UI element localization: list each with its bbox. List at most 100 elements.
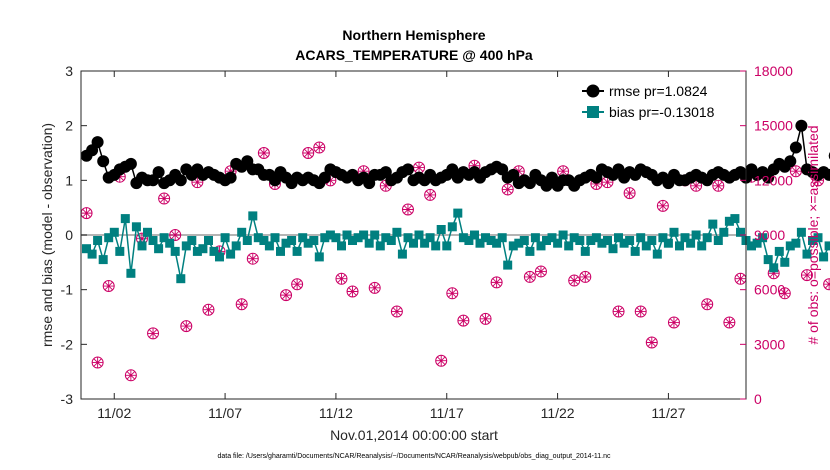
obs-assimilated-marker [435, 355, 447, 367]
bias-point [143, 227, 152, 237]
obs-assimilated-marker [258, 147, 270, 159]
obs-assimilated-marker [335, 273, 347, 285]
obs-point [501, 183, 514, 196]
bias-point [719, 227, 729, 237]
y-left-tick-label: -1 [61, 282, 74, 298]
obs-assimilated-marker [169, 229, 181, 241]
bias-point [508, 241, 518, 251]
obs-assimilated-marker [103, 280, 115, 292]
y-left-tick-label: 1 [65, 172, 73, 188]
obs-assimilated-marker [513, 165, 525, 177]
bias-point [658, 233, 668, 243]
obs-point [457, 314, 470, 327]
obs-point [413, 161, 426, 174]
obs-assimilated-marker [590, 178, 602, 190]
bias-point [597, 238, 607, 248]
obs-point [291, 278, 304, 291]
y-left-axis-ticks: 3 2 1 0 -1 -2 -3 [61, 63, 87, 407]
bias-point [813, 233, 823, 243]
rmse-point [795, 119, 808, 132]
obs-point [235, 298, 248, 311]
bias-point [447, 222, 457, 232]
y-right-tick-label: 15000 [754, 118, 793, 134]
obs-point [202, 303, 215, 316]
bias-point [403, 233, 413, 243]
obs-point [424, 188, 437, 201]
obs-assimilated-marker [657, 200, 669, 212]
bias-point [364, 238, 374, 248]
bias-point [619, 238, 629, 248]
legend-bias-marker [587, 106, 599, 118]
obs-assimilated-marker [502, 183, 514, 195]
obs-assimilated-marker [358, 165, 370, 177]
bias-point [270, 233, 280, 243]
bias-point [625, 236, 635, 245]
rmse-point [823, 168, 830, 181]
obs-point [158, 192, 171, 205]
obs-assimilated-marker [291, 278, 303, 290]
bias-point [109, 227, 119, 237]
bias-point [192, 246, 202, 256]
y-left-axis-label: rmse and bias (model - observation) [39, 123, 55, 347]
bias-point [686, 238, 696, 248]
obs-point [534, 265, 547, 278]
bias-point [453, 208, 463, 218]
bias-point [780, 257, 790, 267]
bias-point [337, 241, 346, 251]
bias-point [425, 233, 435, 243]
bias-point [87, 249, 97, 259]
bias-point [325, 230, 335, 240]
bias-point [131, 222, 141, 232]
bias-point [281, 238, 291, 248]
chart-title-line1: Northern Hemisphere [342, 27, 485, 43]
bias-point [724, 216, 734, 226]
obs-assimilated-marker [369, 282, 381, 294]
bias-point [675, 241, 684, 251]
y-right-tick-label: 0 [754, 391, 762, 407]
bias-point [253, 233, 263, 243]
obs-assimilated-marker [801, 269, 813, 281]
obs-assimilated-marker [568, 275, 580, 287]
bias-point [209, 246, 219, 256]
obs-assimilated-marker [480, 313, 492, 325]
obs-point [335, 272, 348, 285]
obs-point [313, 141, 326, 154]
bias-point [547, 233, 557, 243]
obs-point [91, 356, 104, 369]
bias-point [215, 252, 224, 262]
obs-assimilated-marker [214, 245, 226, 257]
bias-point [386, 236, 396, 245]
rmse-point [784, 155, 797, 168]
y-right-tick-label: 12000 [754, 172, 793, 188]
bias-point [320, 233, 330, 243]
obs-assimilated-marker [446, 287, 458, 299]
legend: rmse pr=1.0824 bias pr=-0.13018 [582, 83, 715, 120]
x-axis-label: Nov.01,2014 00:00:00 start [330, 427, 498, 443]
obs-point [302, 147, 315, 159]
bias-point [796, 227, 806, 237]
bias-point [442, 241, 452, 251]
bias-point [120, 214, 130, 224]
bias-point [636, 233, 646, 243]
rmse-series-group [80, 119, 830, 192]
obs-point [80, 207, 93, 220]
obs-assimilated-marker [380, 180, 392, 192]
bias-point [569, 233, 579, 243]
bias-point [791, 238, 801, 248]
obs-point [778, 287, 791, 300]
obs-assimilated-marker [202, 304, 214, 316]
chart-title-line2: ACARS_TEMPERATURE @ 400 hPa [295, 47, 533, 63]
bias-point [525, 246, 535, 256]
bias-point [264, 241, 274, 251]
bias-point [170, 246, 180, 256]
bias-point [819, 252, 829, 262]
obs-point [800, 269, 813, 282]
bias-point [420, 238, 430, 248]
bias-point [359, 230, 369, 240]
obs-assimilated-marker [191, 176, 203, 188]
rmse-point [152, 166, 165, 179]
bias-point [409, 238, 418, 248]
bias-point [397, 249, 407, 259]
bias-point [93, 236, 103, 245]
obs-point [147, 327, 160, 340]
